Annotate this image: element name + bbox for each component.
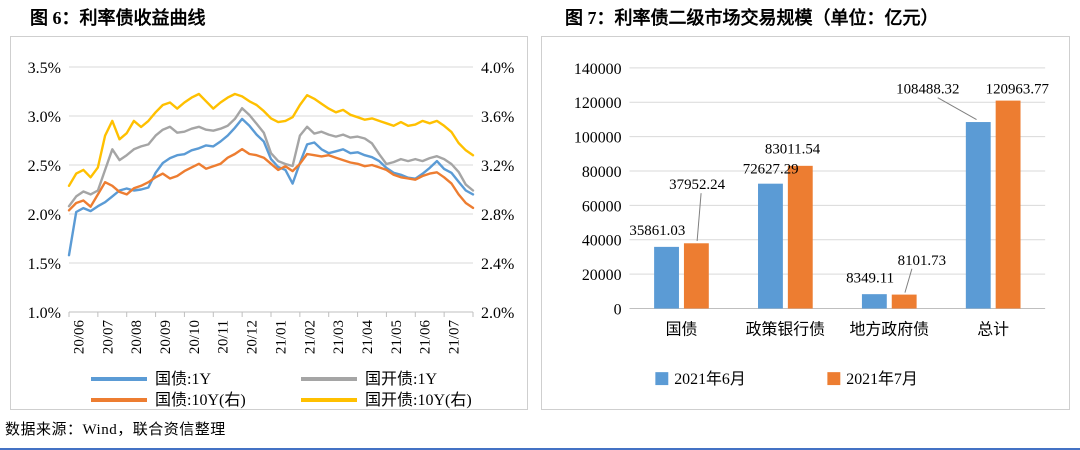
- figure6-title: 图 6：利率债收益曲线: [30, 8, 206, 28]
- y-axis-tick: 120000: [574, 95, 622, 112]
- category-label: 国债: [666, 320, 698, 338]
- legend-label: 国开债:1Y: [365, 370, 437, 388]
- y-axis-right-tick: 2.8%: [481, 207, 514, 224]
- category-label: 总计: [977, 320, 1009, 338]
- series-line-国债:1Y: [67, 117, 475, 257]
- bar-2021年7月-地方政府债: [891, 294, 917, 309]
- x-axis-label: 20/12: [245, 320, 261, 354]
- bar-2021年7月-政策银行债: [787, 165, 813, 309]
- y-axis-right-tick: 2.0%: [481, 305, 514, 322]
- x-axis-label: 20/11: [216, 320, 232, 354]
- x-axis-label: 21/01: [273, 320, 289, 354]
- figure6-chart: 3.5% 4.0% 3.0% 3.6% 2.5% 3.2% 2.0% 2.8% 1.5% 2.4%…: [28, 60, 515, 409]
- series-line-国开债:10Y(右): [67, 92, 475, 188]
- y-axis-left-tick: 1.0%: [28, 305, 61, 322]
- data-label: 37952.24: [669, 177, 725, 193]
- data-label: 8101.73: [898, 253, 946, 269]
- panels-row: 3.5% 4.0% 3.0% 3.6% 2.5% 3.2% 2.0% 2.8% 1.5% 2.4%…: [0, 36, 1080, 410]
- x-axis-label: 21/05: [389, 320, 405, 354]
- x-axis-label: 20/09: [158, 320, 174, 354]
- data-label: 35861.03: [629, 223, 685, 239]
- y-axis-right-tick: 2.4%: [481, 256, 514, 273]
- x-axis-label: 20/06: [71, 320, 87, 355]
- y-axis-right-tick: 3.6%: [481, 109, 514, 126]
- y-axis-left-tick: 3.0%: [28, 109, 61, 126]
- series-line-国开债:1Y: [67, 106, 475, 208]
- y-axis-right-tick: 3.2%: [481, 158, 514, 175]
- y-axis-tick: 0: [614, 301, 622, 318]
- legend-label: 2021年6月: [674, 370, 746, 388]
- bottom-rule: [0, 448, 1080, 450]
- y-axis-tick: 60000: [582, 198, 622, 215]
- x-axis-label: 21/04: [360, 320, 376, 355]
- category-label: 政策银行债: [746, 320, 826, 338]
- x-axis-label: 20/07: [100, 320, 116, 355]
- label-leader-line: [937, 97, 977, 121]
- y-axis-right-tick: 4.0%: [481, 60, 514, 77]
- figure7-panel: 0 20000 40000 60000 80000 100000 120000 140000 国…: [541, 36, 1070, 410]
- x-axis-label: 20/08: [129, 320, 145, 354]
- x-axis-label: 21/02: [302, 320, 318, 354]
- label-leader-line: [696, 193, 702, 241]
- bar-2021年7月-总计: [995, 100, 1021, 309]
- category-label: 地方政府债: [850, 320, 930, 338]
- bar-2021年6月-国债: [654, 246, 679, 309]
- figure7-title: 图 7：利率债二级市场交易规模（单位：亿元）: [565, 8, 939, 28]
- data-label: 8349.11: [846, 271, 894, 287]
- y-axis-left-tick: 2.0%: [28, 207, 61, 224]
- series-line-国债:10Y(右): [67, 147, 475, 212]
- legend-swatch-2021年6月: [655, 372, 669, 386]
- x-axis-label: 21/07: [447, 320, 463, 355]
- legend-label: 2021年7月: [846, 370, 918, 388]
- x-axis-label: 20/10: [187, 320, 203, 354]
- source-note: 数据来源：Wind，联合资信整理: [5, 422, 226, 438]
- titles-row: 图 6：利率债收益曲线 图 7：利率债二级市场交易规模（单位：亿元）: [0, 0, 1080, 36]
- bar-2021年6月-政策银行债: [758, 183, 783, 309]
- x-axis-label: 21/06: [418, 320, 434, 355]
- legend-label: 国开债:10Y(右): [365, 391, 472, 409]
- x-axis-label: 21/03: [331, 320, 347, 354]
- bar-2021年7月-国债: [683, 243, 709, 309]
- y-axis-tick: 140000: [574, 61, 622, 78]
- bar-2021年6月-总计: [965, 122, 991, 309]
- data-label: 83011.54: [765, 141, 821, 157]
- y-axis-tick: 80000: [582, 164, 622, 181]
- y-axis-tick: 100000: [574, 130, 622, 147]
- figure6-panel: 3.5% 4.0% 3.0% 3.6% 2.5% 3.2% 2.0% 2.8% 1.5% 2.4%…: [10, 36, 528, 410]
- bar-2021年6月-地方政府债: [861, 294, 887, 309]
- y-axis-left-tick: 2.5%: [28, 158, 61, 175]
- y-axis-tick: 40000: [582, 233, 622, 250]
- legend-swatch-2021年7月: [827, 372, 841, 386]
- data-label: 108488.32: [896, 82, 959, 98]
- legend-label: 国债:1Y: [155, 370, 211, 388]
- data-label: 120963.77: [986, 82, 1050, 98]
- y-axis-left-tick: 3.5%: [28, 60, 61, 77]
- label-leader-line: [904, 268, 913, 293]
- figure7-chart: 0 20000 40000 60000 80000 100000 120000 140000 国…: [574, 61, 1050, 388]
- y-axis-tick: 20000: [582, 267, 622, 284]
- data-label: 72627.29: [743, 161, 799, 177]
- legend-label: 国债:10Y(右): [155, 391, 246, 409]
- y-axis-left-tick: 1.5%: [28, 256, 61, 273]
